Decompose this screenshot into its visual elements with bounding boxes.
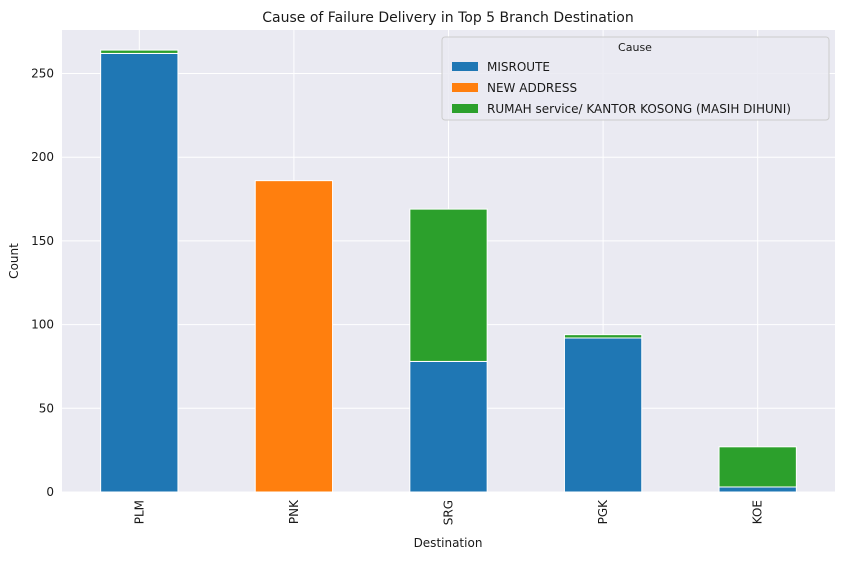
bar-pgk-series-2 — [563, 334, 643, 339]
x-tick-label-pnk: PNK — [287, 499, 301, 524]
x-tick-label-pgk: PGK — [596, 499, 610, 525]
bar-plm-series-0 — [100, 52, 179, 493]
x-tick-label-plm: PLM — [132, 500, 146, 524]
legend-frame — [441, 36, 830, 121]
legend-label-1: NEW ADDRESS — [487, 81, 577, 95]
legend-items: MISROUTE NEW ADDRESS RUMAH service/ KANTOR… — [452, 60, 791, 116]
y-tick-label: 150 — [31, 234, 54, 248]
x-tick-labels: PLM PNK SRG PGK KOE — [132, 499, 764, 525]
x-tick-label-koe: KOE — [751, 500, 765, 524]
y-tick-label: 50 — [39, 401, 54, 415]
bar-srg-series-2 — [409, 208, 488, 362]
y-tick-label: 100 — [31, 318, 54, 332]
bar-koe-series-0 — [718, 486, 797, 493]
bar-srg-series-0 — [409, 360, 488, 493]
legend-swatch-0 — [452, 62, 478, 71]
legend: Cause MISROUTE NEW ADDRESS RUMAH service/ … — [441, 36, 830, 121]
legend-swatch-2 — [452, 104, 478, 113]
bar-plm-series-2 — [100, 49, 179, 54]
bar-pgk-series-0 — [563, 337, 643, 493]
legend-title: Cause — [618, 41, 652, 54]
bar-koe-series-2 — [718, 446, 797, 488]
chart-title: Cause of Failure Delivery in Top 5 Branc… — [262, 10, 633, 26]
y-tick-label: 0 — [46, 485, 54, 499]
legend-label-0: MISROUTE — [487, 60, 550, 74]
y-tick-label: 250 — [31, 67, 54, 81]
y-tick-labels: 0 50 100 150 200 250 — [31, 67, 54, 499]
bar-pnk-series-1 — [254, 180, 334, 493]
legend-label-2: RUMAH service/ KANTOR KOSONG (MASIH DIHU… — [487, 102, 791, 116]
legend-swatch-1 — [452, 83, 478, 92]
y-axis-label: Count — [7, 243, 21, 279]
x-axis-label: Destination — [414, 536, 483, 550]
x-tick-label-srg: SRG — [442, 500, 456, 525]
y-tick-label: 200 — [31, 150, 54, 164]
bars — [100, 49, 797, 493]
